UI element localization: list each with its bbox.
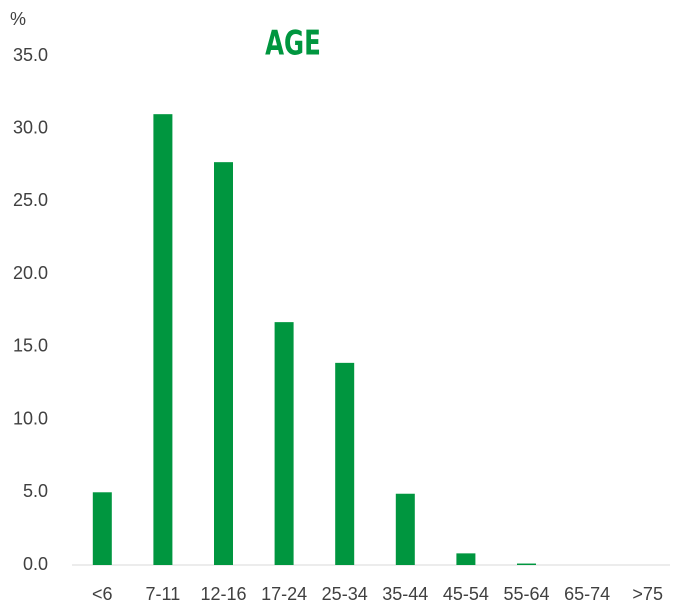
x-tick-label: 65-74 — [564, 584, 610, 604]
chart-title: AGE — [265, 23, 321, 63]
x-tick-label: 35-44 — [382, 584, 428, 604]
y-tick-label: 30.0 — [13, 117, 48, 137]
y-tick-label: 35.0 — [13, 45, 48, 65]
bar — [517, 563, 536, 565]
y-tick-label: 10.0 — [13, 408, 48, 428]
y-axis-label: % — [10, 9, 26, 29]
bar — [214, 162, 233, 566]
x-tick-label: 45-54 — [443, 584, 489, 604]
y-tick-label: 15.0 — [13, 336, 48, 356]
x-tick-label: >75 — [632, 584, 663, 604]
y-tick-label: 5.0 — [23, 481, 48, 501]
bar — [153, 114, 173, 566]
x-tick-label: 25-34 — [322, 584, 368, 604]
bar — [335, 362, 355, 565]
bar — [274, 322, 294, 565]
x-tick-label: 7-11 — [146, 584, 181, 604]
x-tick-label: 12-16 — [200, 584, 246, 604]
y-tick-label: 20.0 — [13, 263, 48, 283]
bar — [92, 492, 112, 565]
y-tick-label: 25.0 — [13, 190, 48, 210]
x-tick-label: <6 — [92, 584, 113, 604]
x-tick-label: 17-24 — [261, 584, 307, 604]
bar — [456, 553, 476, 565]
y-tick-label: 0.0 — [23, 554, 48, 574]
bar — [395, 493, 415, 565]
x-tick-label: 55-64 — [503, 584, 549, 604]
